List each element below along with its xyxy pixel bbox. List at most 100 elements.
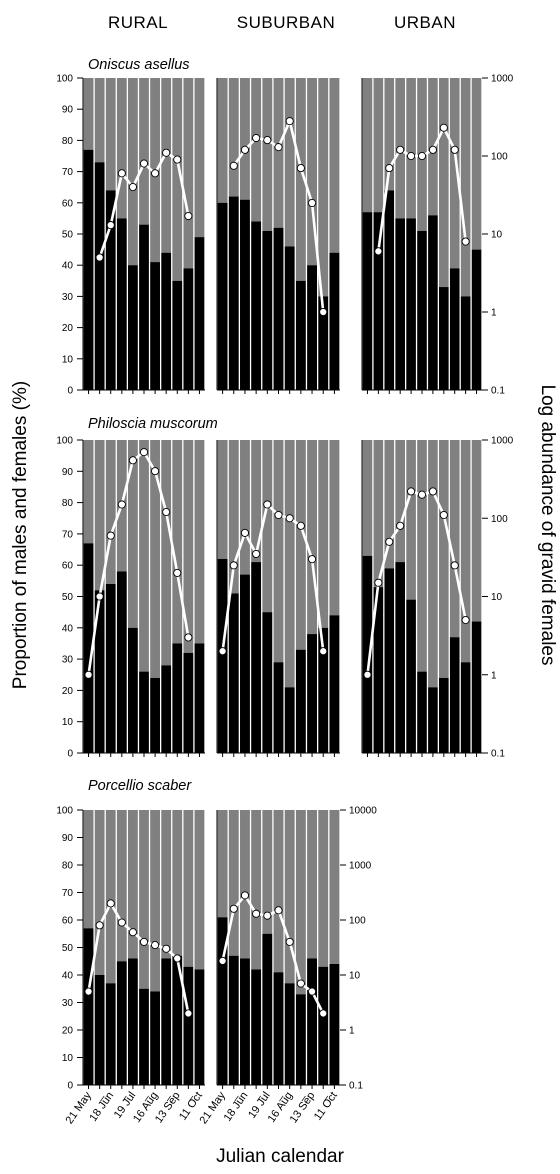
female-bar [128,78,138,266]
female-bar [228,78,239,197]
female-bar [94,440,105,591]
male-bar [172,955,183,1085]
y-left-tick-label: 60 [62,561,74,572]
male-bar [373,212,384,390]
male-bar [105,190,116,390]
y-left-tick-label: 40 [62,261,74,272]
male-bar [251,969,262,1085]
male-bar [428,215,438,390]
male-bar [161,958,172,1085]
male-bar [318,966,329,1085]
y-left-tick-label: 20 [62,323,74,334]
female-bar [251,810,262,970]
y-left-tick-label: 20 [62,686,74,697]
male-bar [307,634,317,753]
y-right-tick-label: 1 [491,670,497,681]
gravid-point [296,521,305,530]
male-bar [228,593,239,753]
gravid-point [184,1009,193,1018]
male-bar [471,249,482,390]
y-left-tick-label: 70 [62,529,74,540]
male-bar [406,599,416,753]
male-bar [116,218,127,390]
y-right-tick-label: 10 [491,230,503,241]
gravid-point [396,145,405,154]
male-bar [183,652,194,753]
female-bar [318,810,329,967]
female-bar [83,78,94,150]
male-bar [228,955,239,1085]
male-bar [94,162,105,390]
gravid-point [263,136,272,145]
gravid-point [319,307,328,317]
female-bar [318,78,329,297]
gravid-point [263,911,272,920]
male-bar [284,983,295,1085]
male-bar [471,621,482,753]
male-bar [116,961,127,1085]
female-bar [228,810,239,956]
female-bar [240,440,250,575]
panel-suburban: 21 May_18 Jun_19 Jul_16 Aug_13 Sep_11 Oc… [198,810,340,1126]
gravid-point [296,164,305,173]
gravid-point [374,247,383,256]
gravid-point [461,237,470,246]
gravid-point [461,616,470,625]
male-bar [262,230,273,390]
male-bar [329,964,340,1085]
y-left-tick-label: 70 [62,888,74,899]
female-bar [217,440,228,559]
y-left-tick-label: 100 [56,436,73,447]
y-left-tick-label: 70 [62,167,74,178]
y-left-tick-label: 10 [62,354,74,365]
male-bar [83,543,94,753]
male-bar [139,671,149,753]
gravid-point [128,928,137,937]
female-bar [284,810,295,984]
gravid-point [385,537,394,546]
female-bar [194,78,205,238]
male-bar [362,555,373,753]
y-left-tick-label: 20 [62,1026,74,1037]
female-bar [240,78,250,200]
female-bar [251,440,262,563]
y-right-tick-label: 100 [491,514,508,525]
gravid-point [240,528,250,537]
female-bar [307,78,317,266]
species-title-porcellio: Porcellio scaber [88,778,192,794]
female-bar [139,78,149,225]
male-bar [139,224,149,390]
gravid-point [428,145,437,154]
female-bar [172,78,183,281]
male-bar [329,615,340,753]
male-bar [94,975,105,1085]
female-bar [150,440,160,678]
y-left-tick-label: 10 [62,717,74,728]
gravid-point [307,987,317,996]
female-bar [161,810,172,959]
male-bar [251,562,262,753]
gravid-point [285,937,294,946]
y-right-tick-label: 0.1 [491,749,505,760]
male-bar [183,966,194,1085]
male-bar [105,983,116,1085]
male-bar [273,662,284,753]
gravid-point [428,487,437,496]
female-bar [406,78,416,219]
female-bar [128,440,138,628]
male-bar [172,280,183,390]
gravid-point [173,954,182,963]
species-title-oniscus: Oniscus asellus [88,57,190,73]
male-bar [406,218,416,390]
male-bar [460,296,471,390]
panel-urban [361,78,482,394]
female-bar [295,810,306,995]
female-bar [183,440,194,653]
female-bar [83,440,94,544]
y-left-tick-label: 0 [67,1081,73,1092]
gravid-point [229,904,238,913]
gravid-point [218,647,227,656]
female-bar [417,440,427,672]
male-bar [194,969,205,1085]
male-bar [228,196,239,390]
